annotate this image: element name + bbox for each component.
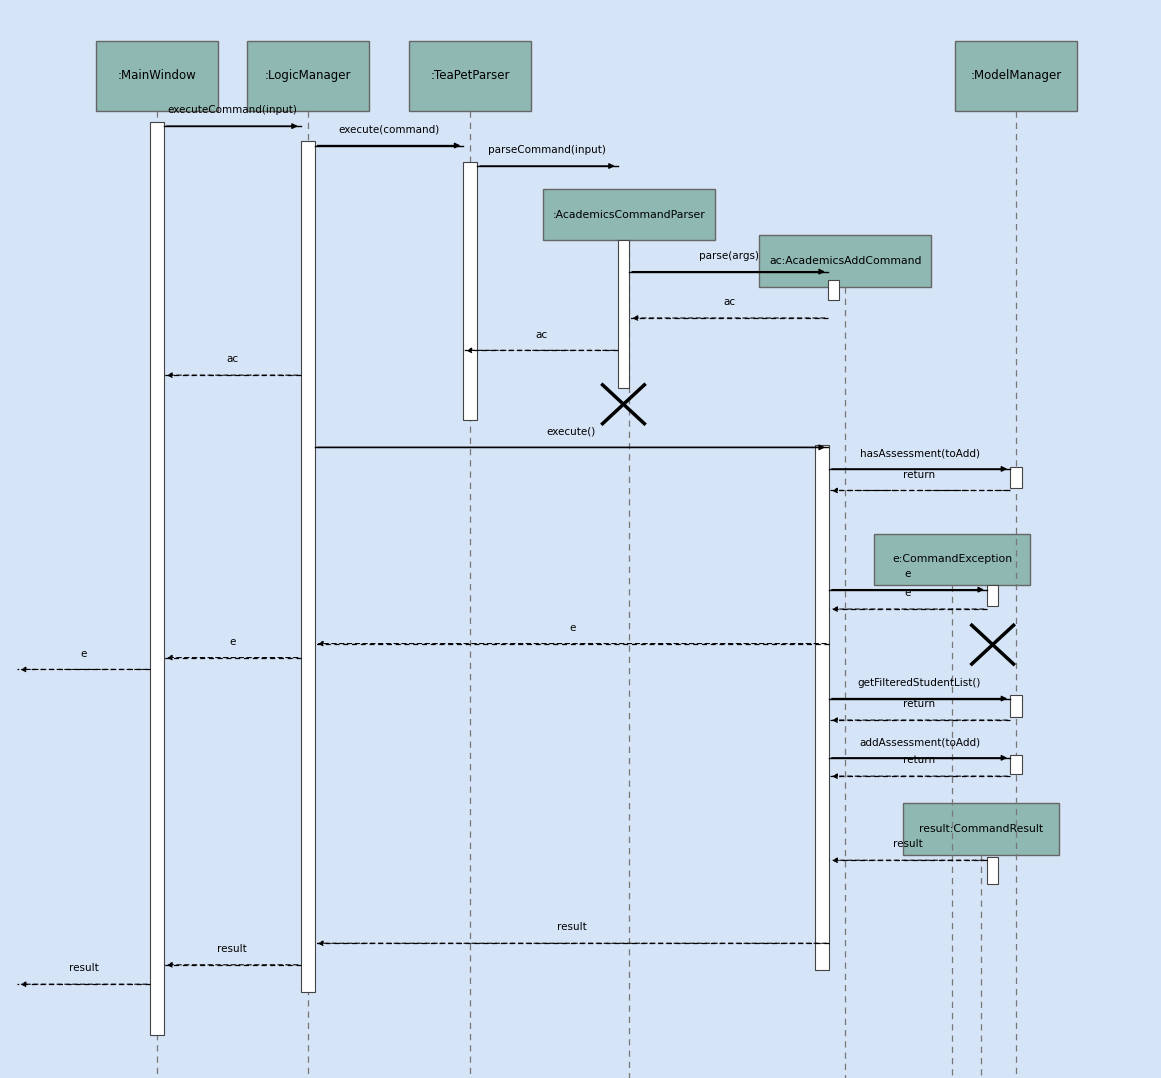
Text: addAssessment(toAdd): addAssessment(toAdd) bbox=[859, 737, 980, 747]
Bar bbox=[1010, 695, 1022, 717]
Text: execute(): execute() bbox=[547, 427, 596, 437]
Bar bbox=[987, 585, 998, 606]
FancyBboxPatch shape bbox=[954, 41, 1077, 111]
Text: e: e bbox=[904, 589, 911, 598]
Text: :TeaPetParser: :TeaPetParser bbox=[431, 69, 510, 83]
Text: return: return bbox=[903, 756, 936, 765]
Text: ac: ac bbox=[226, 355, 238, 364]
Text: executeCommand(input): executeCommand(input) bbox=[167, 106, 297, 115]
FancyBboxPatch shape bbox=[903, 803, 1059, 855]
Text: e: e bbox=[569, 623, 576, 633]
Text: result: result bbox=[68, 964, 99, 973]
Text: ac: ac bbox=[535, 330, 547, 340]
FancyBboxPatch shape bbox=[759, 235, 931, 287]
Text: return: return bbox=[903, 700, 936, 709]
Bar bbox=[1010, 467, 1022, 488]
FancyBboxPatch shape bbox=[543, 189, 715, 240]
Text: :ModelManager: :ModelManager bbox=[971, 69, 1061, 83]
Text: parseCommand(input): parseCommand(input) bbox=[488, 146, 606, 155]
Text: result: result bbox=[893, 840, 923, 849]
Bar bbox=[1010, 755, 1022, 774]
Text: hasAssessment(toAdd): hasAssessment(toAdd) bbox=[859, 448, 980, 458]
Text: result: result bbox=[557, 923, 587, 932]
FancyBboxPatch shape bbox=[410, 41, 532, 111]
Text: e:CommandException: e:CommandException bbox=[892, 554, 1012, 565]
Text: :MainWindow: :MainWindow bbox=[117, 69, 196, 83]
Text: ac:AcademicsAddCommand: ac:AcademicsAddCommand bbox=[769, 255, 922, 266]
Bar bbox=[150, 122, 164, 1035]
Text: e: e bbox=[80, 649, 87, 659]
Bar bbox=[987, 857, 998, 884]
FancyBboxPatch shape bbox=[96, 41, 218, 111]
FancyBboxPatch shape bbox=[247, 41, 369, 111]
Text: ac: ac bbox=[723, 298, 735, 307]
Bar bbox=[301, 141, 315, 992]
Text: result: result bbox=[217, 944, 247, 954]
Bar bbox=[463, 162, 477, 420]
Text: parse(args): parse(args) bbox=[699, 251, 759, 261]
Text: e: e bbox=[229, 637, 236, 647]
Bar bbox=[618, 240, 629, 388]
Text: return: return bbox=[903, 470, 936, 480]
Bar bbox=[828, 280, 839, 300]
Text: :AcademicsCommandParser: :AcademicsCommandParser bbox=[553, 209, 706, 220]
Text: e: e bbox=[904, 569, 911, 579]
FancyBboxPatch shape bbox=[873, 534, 1031, 585]
Bar bbox=[815, 445, 829, 970]
Text: getFilteredStudentList(): getFilteredStudentList() bbox=[858, 678, 981, 688]
Text: :LogicManager: :LogicManager bbox=[265, 69, 351, 83]
Text: result:CommandResult: result:CommandResult bbox=[920, 824, 1043, 834]
Text: execute(command): execute(command) bbox=[338, 125, 440, 135]
